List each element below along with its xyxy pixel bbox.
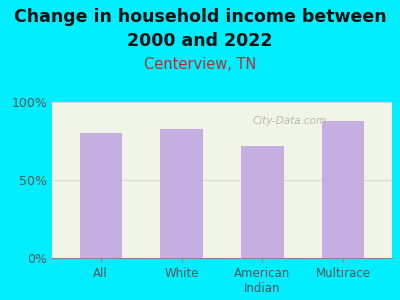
Bar bbox=[322, 121, 364, 258]
Text: 2000 and 2022: 2000 and 2022 bbox=[127, 32, 273, 50]
Text: Centerview, TN: Centerview, TN bbox=[144, 57, 256, 72]
Bar bbox=[160, 128, 202, 258]
Text: Change in household income between: Change in household income between bbox=[14, 8, 386, 26]
Text: City-Data.com: City-Data.com bbox=[253, 116, 327, 126]
Bar bbox=[80, 133, 122, 258]
Bar bbox=[242, 146, 284, 258]
